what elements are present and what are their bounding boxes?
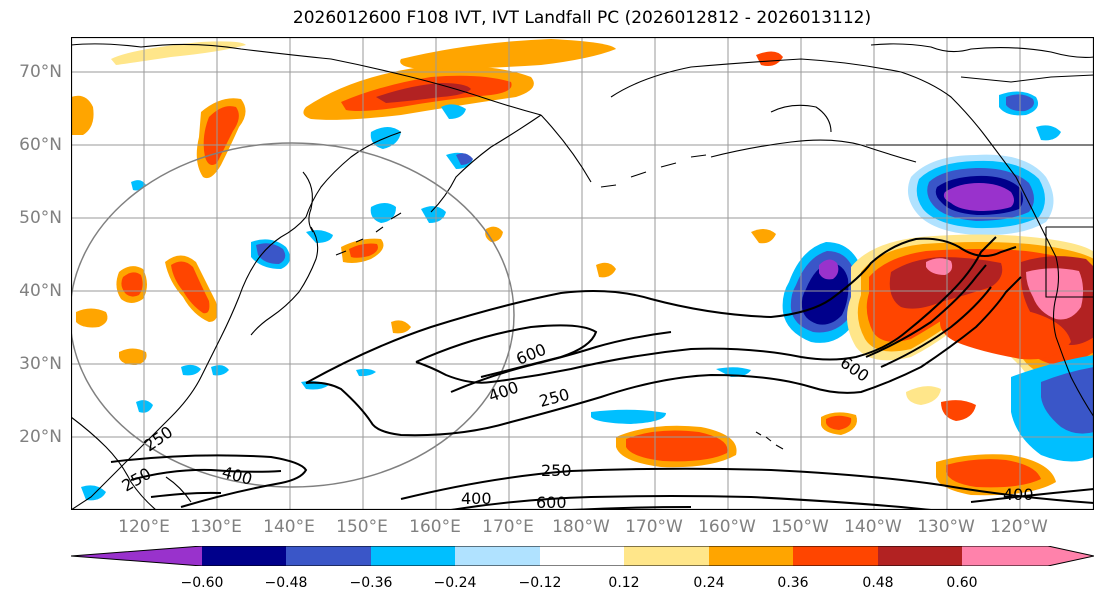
colorbar-tick: 0.12 xyxy=(608,575,640,591)
ivt-contours xyxy=(110,236,1094,510)
lon-label-170w: 170°W xyxy=(625,517,683,537)
colorbar-segment xyxy=(455,546,540,566)
lon-label-170e: 170°E xyxy=(482,517,534,537)
lon-label-130w: 130°W xyxy=(917,517,975,537)
colorbar-segment xyxy=(709,546,793,566)
lon-label-120e: 120°E xyxy=(118,517,170,537)
colorbar-segment xyxy=(624,546,709,566)
colorbar-segments xyxy=(70,545,1095,567)
lat-label-50n: 50°N xyxy=(19,208,62,228)
map-panel: 250 250 400 600 400 250 250 400 600 600 … xyxy=(71,37,1094,510)
colorbar-svg xyxy=(70,545,1095,567)
colorbar-segment xyxy=(793,546,878,566)
lat-label-30n: 30°N xyxy=(19,354,62,374)
colorbar-tick: 0.48 xyxy=(862,575,894,591)
colorbar-tick: 0.36 xyxy=(777,575,809,591)
lon-label-150e: 150°E xyxy=(336,517,388,537)
colorbar-segment xyxy=(878,546,962,566)
lon-label-160e: 160°E xyxy=(409,517,461,537)
contour-label-400: 400 xyxy=(1003,485,1034,504)
lat-label-20n: 20°N xyxy=(19,427,62,447)
lon-label-140e: 140°E xyxy=(263,517,315,537)
contour-label-400: 400 xyxy=(461,489,492,508)
colorbar-tick: 0.24 xyxy=(693,575,725,591)
map-canvas: 250 250 400 600 400 250 250 400 600 600 … xyxy=(71,37,1094,510)
colorbar-tick: 0.60 xyxy=(946,575,978,591)
colorbar-segment xyxy=(286,546,371,566)
colorbar-segment xyxy=(202,546,286,566)
contour-label-250: 250 xyxy=(541,461,572,480)
contour-label-600: 600 xyxy=(536,493,567,510)
colorbar-tick: −0.24 xyxy=(433,575,477,591)
colorbar-tick: −0.60 xyxy=(180,575,224,591)
lon-label-140w: 140°W xyxy=(844,517,902,537)
lat-label-60n: 60°N xyxy=(19,135,62,155)
graticule xyxy=(71,37,1094,510)
colorbar-tick: −0.36 xyxy=(349,575,393,591)
colorbar-tick: −0.12 xyxy=(518,575,562,591)
colorbar xyxy=(70,545,1095,567)
lon-label-160w: 160°W xyxy=(698,517,756,537)
colorbar-extend-low xyxy=(71,546,202,566)
colorbar-segment xyxy=(540,546,624,566)
lon-label-120w: 120°W xyxy=(990,517,1048,537)
map-title: 2026012600 F108 IVT, IVT Landfall PC (20… xyxy=(292,8,872,28)
coastlines xyxy=(71,43,1094,510)
map-frame xyxy=(71,37,1094,510)
colorbar-extend-high xyxy=(962,546,1094,566)
lat-label-40n: 40°N xyxy=(19,281,62,301)
colorbar-tick: −0.48 xyxy=(264,575,308,591)
lon-label-150w: 150°W xyxy=(771,517,829,537)
lat-label-70n: 70°N xyxy=(19,62,62,82)
lon-label-180w: 180°W xyxy=(552,517,610,537)
range-ring xyxy=(71,142,515,488)
lon-label-130e: 130°E xyxy=(190,517,242,537)
colorbar-segment xyxy=(371,546,455,566)
